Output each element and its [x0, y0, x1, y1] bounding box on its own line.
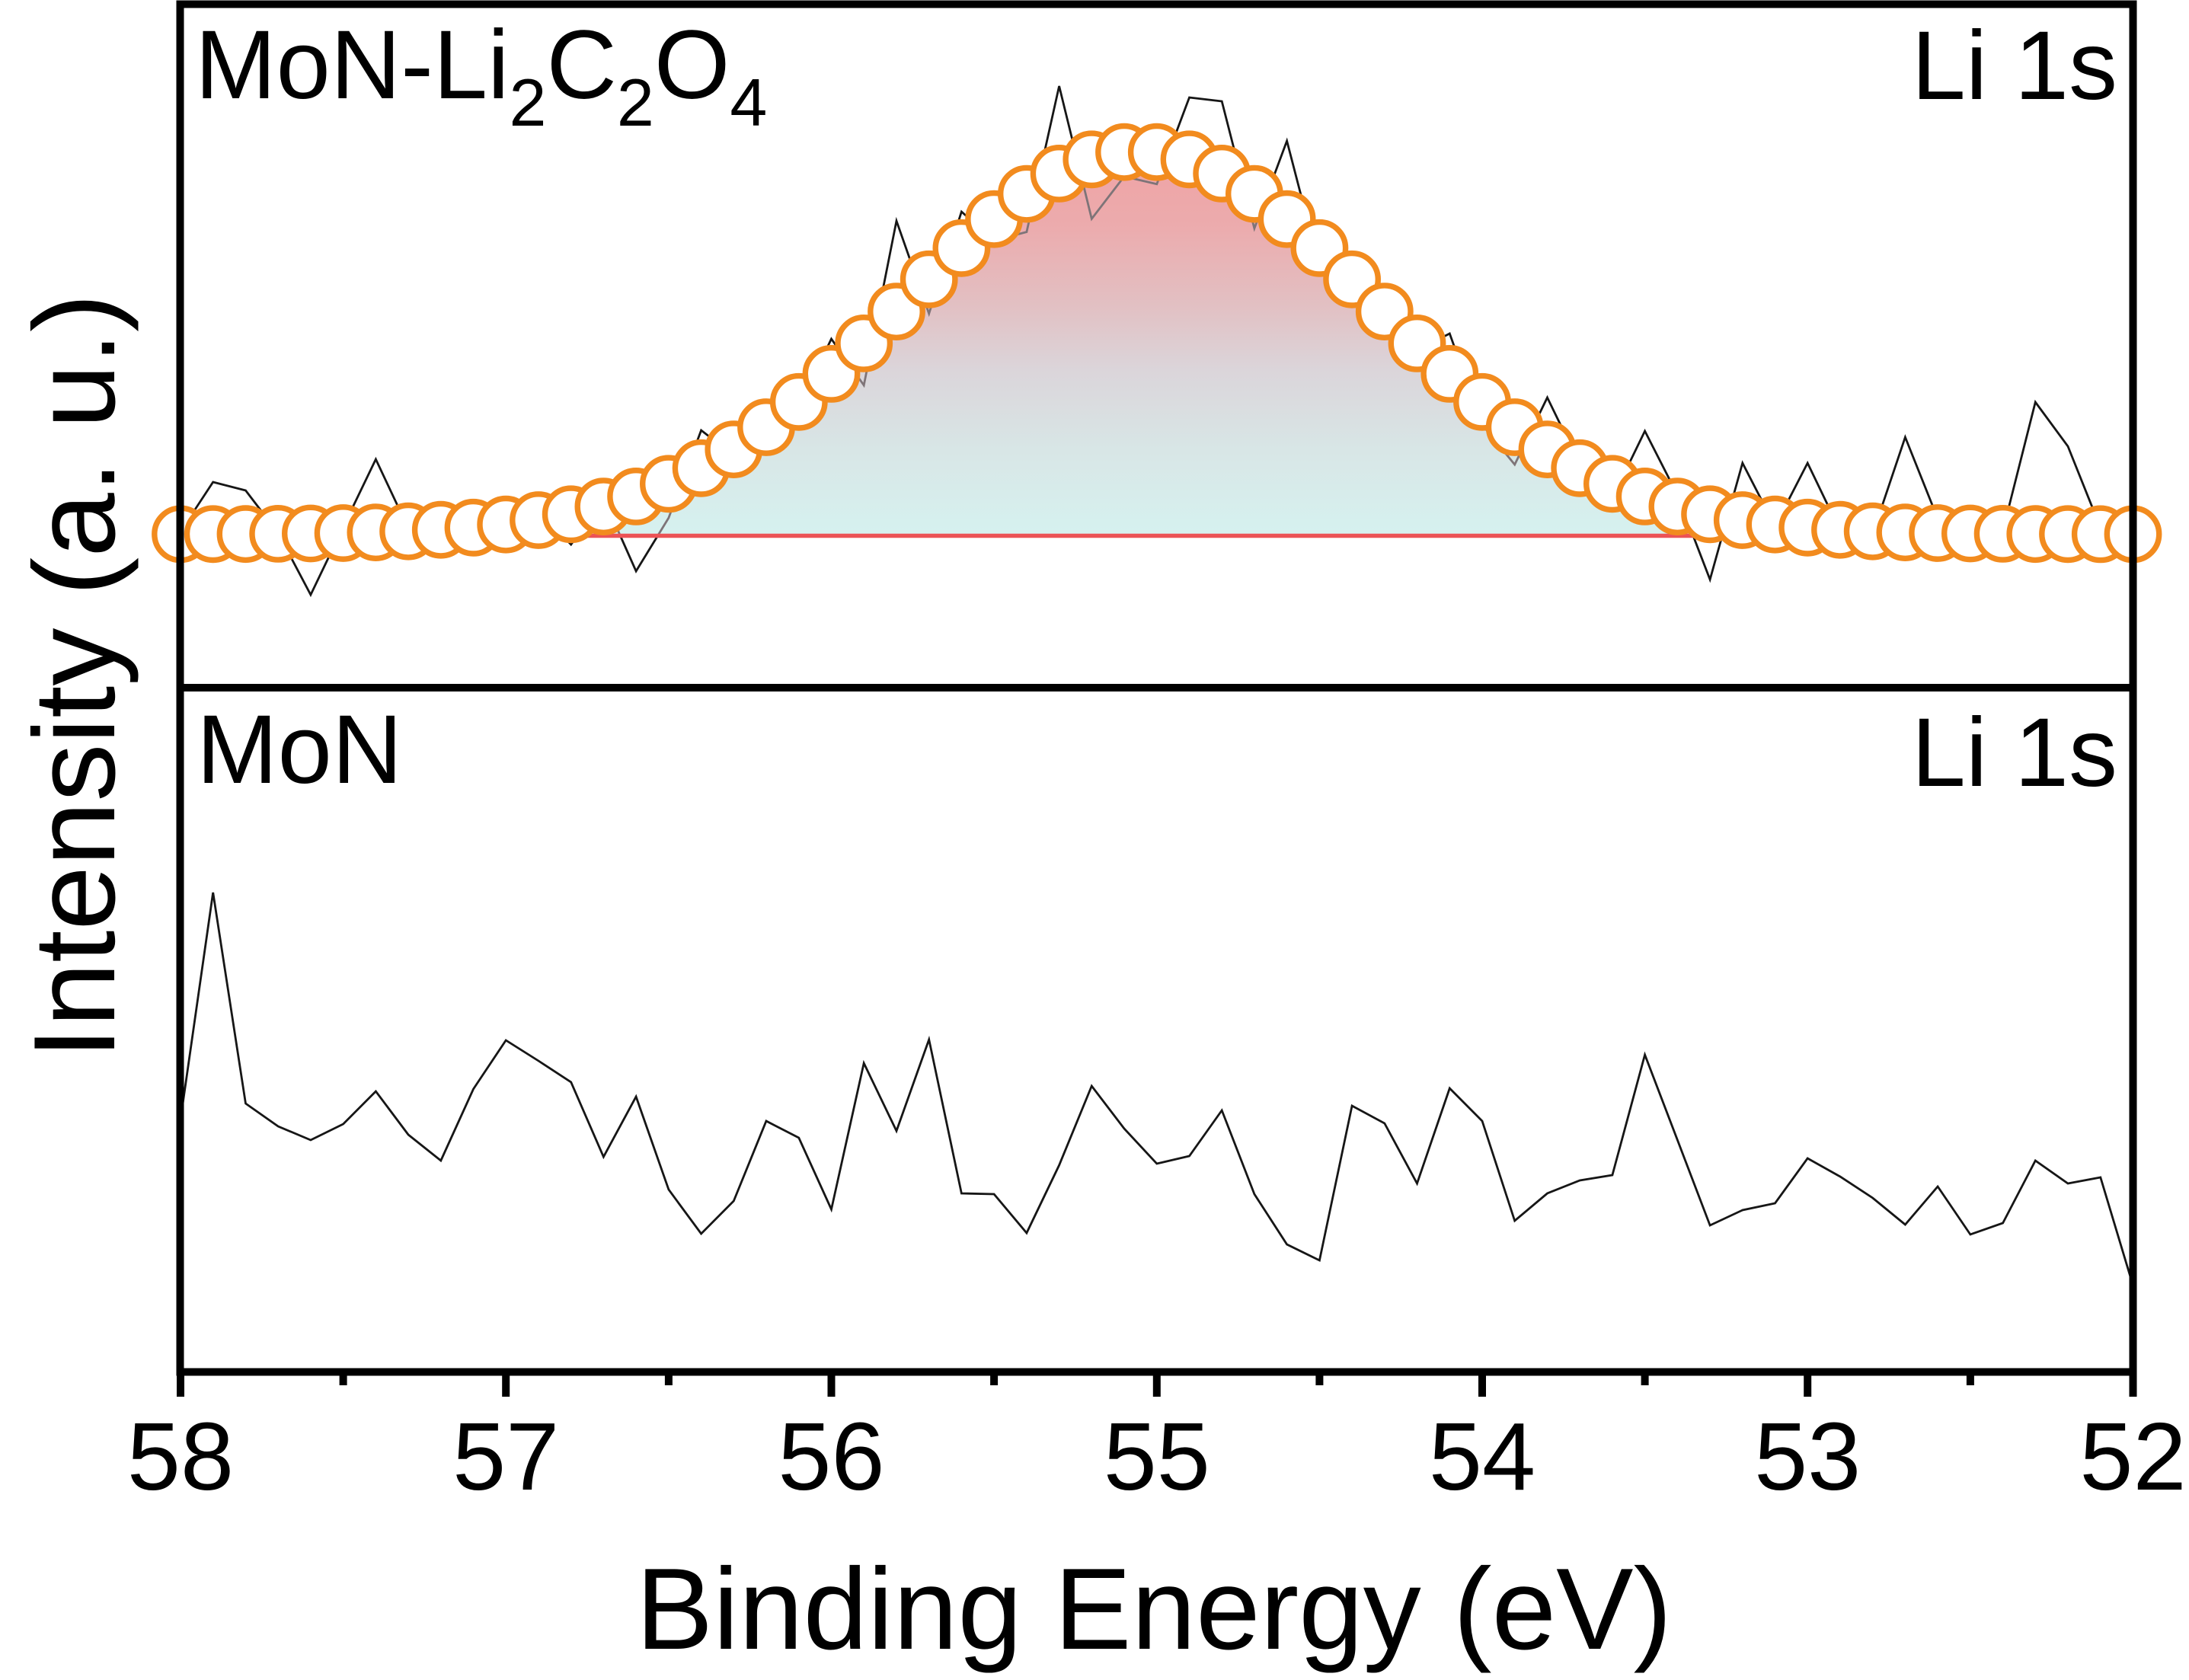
svg-text:54: 54	[1429, 1403, 1535, 1510]
svg-text:55: 55	[1104, 1403, 1210, 1510]
svg-text:58: 58	[127, 1403, 234, 1510]
svg-text:MoN: MoN	[197, 695, 402, 804]
svg-text:53: 53	[1754, 1403, 1861, 1510]
svg-text:Li 1s: Li 1s	[1912, 698, 2117, 807]
svg-text:MoN-Li2C2O4: MoN-Li2C2O4	[195, 11, 767, 140]
svg-text:56: 56	[778, 1403, 884, 1510]
svg-text:Intensity (a. u.): Intensity (a. u.)	[10, 293, 139, 1059]
svg-text:Binding Energy (eV): Binding Energy (eV)	[636, 1544, 1672, 1674]
svg-text:57: 57	[452, 1403, 559, 1510]
svg-text:52: 52	[2079, 1403, 2186, 1510]
svg-text:Li 1s: Li 1s	[1912, 11, 2117, 120]
